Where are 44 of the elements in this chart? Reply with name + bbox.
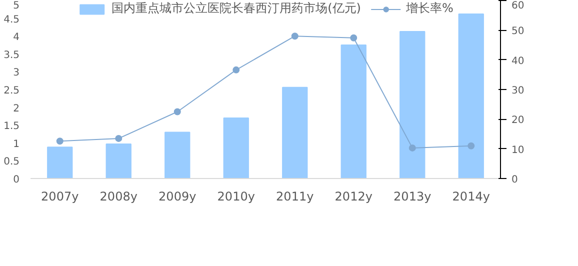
y-tick-label: 1 — [13, 138, 20, 150]
y2-tick-label: 40 — [512, 56, 524, 67]
y-tick-label: 1.5 — [4, 121, 20, 132]
legend-label: 国内重点城市公立医院长春西汀用药市场(亿元) — [112, 0, 361, 17]
x-tick-label: 2010y — [217, 190, 255, 204]
x-tick-label: 2007y — [41, 190, 79, 204]
point — [468, 142, 475, 150]
y2-tick-label: 10 — [512, 144, 524, 156]
bar — [47, 146, 73, 178]
y-tick-label: 0.5 — [4, 156, 20, 168]
point — [408, 144, 416, 152]
y-tick-label: 0 — [13, 174, 20, 186]
point — [115, 134, 122, 142]
bar — [106, 143, 132, 178]
y2-tick-label: 20 — [512, 115, 524, 126]
y2-tick-label: 30 — [512, 86, 524, 96]
x-tick-label: 2012y — [334, 190, 372, 204]
y-tick-label: 3 — [13, 68, 20, 79]
point — [174, 108, 181, 116]
x-tick-label: 2011y — [276, 190, 314, 204]
x-tick-label: 2014y — [452, 190, 490, 204]
bar — [164, 132, 190, 178]
y-tick-label: 4 — [13, 32, 20, 44]
y2-tick-label: 50 — [512, 26, 524, 38]
y-tick-label: 2 — [13, 103, 20, 114]
bar — [340, 44, 366, 178]
x-tick-label: 2008y — [100, 190, 138, 204]
y2-tick-label: 60 — [512, 0, 524, 12]
y-tick-label: 2.5 — [4, 86, 20, 96]
point — [232, 66, 240, 74]
y2-tick-label: 0 — [512, 174, 518, 186]
bar — [282, 86, 308, 178]
legend-label: 增长率% — [406, 0, 454, 17]
y-tick-label: 4.5 — [4, 14, 20, 26]
bar — [400, 30, 426, 178]
y-tick-label: 3.5 — [4, 50, 20, 61]
y-tick-label: 5 — [13, 0, 20, 12]
point — [56, 138, 64, 145]
point — [291, 32, 298, 40]
x-tick-label: 2009y — [158, 190, 196, 204]
bar — [223, 117, 249, 178]
point — [350, 34, 358, 42]
bar — [458, 14, 484, 178]
x-tick-label: 2013y — [394, 190, 432, 204]
